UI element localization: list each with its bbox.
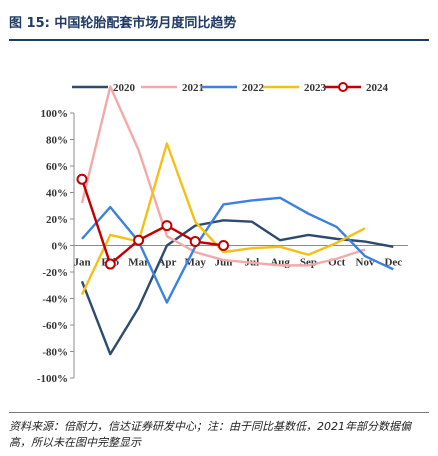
legend-item-2022: 2022 (201, 82, 265, 94)
title-divider (9, 39, 429, 41)
y-tick-labels: 100% 80% 60% 40% 20% 0% -20% -40% -60% -80% -100% (37, 108, 74, 385)
y-tick-label: 100% (41, 108, 69, 120)
x-tick-label: Mar (128, 257, 149, 269)
x-tick-label: Aug (270, 257, 290, 269)
legend-item-2021: 2021 (141, 82, 204, 94)
chart-legend: 2020 2021 2022 2023 2024 (72, 82, 389, 94)
series-line (81, 196, 394, 304)
data-point (76, 173, 88, 185)
legend-label: 2022 (242, 82, 265, 94)
data-point (104, 258, 116, 270)
y-tick-label: -20% (42, 267, 68, 279)
source-note: 资料来源：倍耐力，信达证券研发中心；注：由于同比基数低，2021年部分数据偏高，… (9, 420, 411, 449)
y-tick-label: 20% (46, 214, 68, 226)
source-divider (9, 412, 429, 413)
legend-marker (338, 82, 348, 92)
figure-title: 图 15: 中国轮胎配套市场月度同比趋势 (9, 16, 237, 31)
x-tick-label: Sep (300, 257, 317, 269)
x-tick-label: Apr (157, 257, 176, 269)
series-line (80, 85, 366, 267)
series-2023 (80, 142, 366, 296)
y-tick-label: 0% (52, 241, 69, 253)
series-line (80, 142, 366, 296)
chart-svg: 2020 2021 2022 2023 2024 100% 80% 60% 40% 20% 0% -… (37, 82, 408, 385)
legend-label: 2024 (366, 82, 389, 94)
data-point (161, 220, 173, 232)
y-tick-label: 60% (46, 161, 68, 173)
legend-item-2024: 2024 (325, 82, 389, 94)
legend-item-2023: 2023 (263, 82, 327, 94)
series-layer (76, 85, 394, 356)
y-tick-label: 40% (46, 188, 68, 200)
data-point (218, 240, 229, 251)
legend-label: 2023 (304, 82, 327, 94)
x-tick-label: Jan (73, 257, 90, 269)
data-point (189, 236, 201, 248)
series-2022 (81, 196, 394, 304)
y-tick-label: -80% (42, 347, 68, 359)
y-tick-label: -40% (42, 294, 68, 306)
legend-label: 2020 (113, 82, 136, 94)
data-point (133, 234, 145, 246)
y-tick-label: -60% (42, 320, 68, 332)
series-2021 (80, 85, 366, 267)
x-tick-label: Dec (384, 257, 402, 269)
y-tick-label: 80% (46, 135, 68, 147)
legend-item-2020: 2020 (72, 82, 136, 94)
legend-label: 2021 (182, 82, 204, 94)
series-2024 (76, 173, 229, 270)
y-tick-label: -100% (37, 373, 68, 385)
